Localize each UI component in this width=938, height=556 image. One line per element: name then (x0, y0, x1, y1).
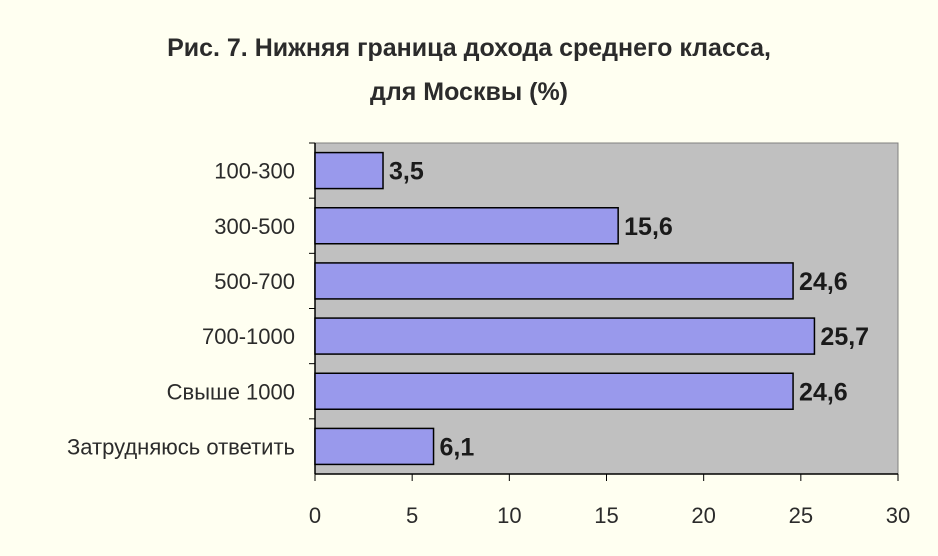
x-tick-label: 30 (886, 503, 910, 528)
chart-title-line-2: для Москвы (%) (369, 78, 568, 106)
bar-value-label: 24,6 (799, 378, 848, 406)
bar-value-label: 15,6 (624, 213, 673, 241)
plot-area (314, 142, 899, 475)
x-tick-label: 20 (691, 503, 715, 528)
bar (314, 317, 816, 355)
category-label: 100-300 (214, 159, 295, 184)
chart-title-line-1: Рис. 7. Нижняя граница дохода среднего к… (167, 34, 771, 62)
x-ticks-group: 0 5 10 15 20 25 30 (309, 474, 910, 528)
x-tick-label: 5 (406, 503, 418, 528)
category-label: 700-1000 (202, 324, 295, 349)
bar (314, 151, 384, 190)
x-tick-label: 10 (497, 503, 521, 528)
bars-group (314, 151, 816, 466)
category-label: Свыше 1000 (167, 379, 295, 404)
category-labels-group: 100-300 300-500 500-700 700-1000 Свыше 1000 З… (67, 142, 315, 459)
x-tick-label: 15 (594, 503, 618, 528)
bar (314, 427, 435, 466)
bar-value-label: 6,1 (440, 433, 475, 461)
bar-value-label: 25,7 (820, 323, 869, 351)
bar (314, 372, 794, 410)
chart-title: Рис. 7. Нижняя граница дохода среднего к… (0, 0, 938, 110)
bar (314, 262, 794, 300)
bar-value-label: 3,5 (389, 158, 424, 186)
value-labels-group: 3,5 15,6 24,6 25,7 24,6 6,1 (389, 158, 869, 462)
x-tick-label: 0 (309, 503, 321, 528)
category-label: 500-700 (214, 269, 295, 294)
bar (314, 207, 619, 245)
category-label: 300-500 (214, 214, 295, 239)
bar-value-label: 24,6 (799, 268, 848, 296)
x-tick-label: 25 (789, 503, 813, 528)
category-label: Затрудняюсь ответить (67, 434, 295, 459)
